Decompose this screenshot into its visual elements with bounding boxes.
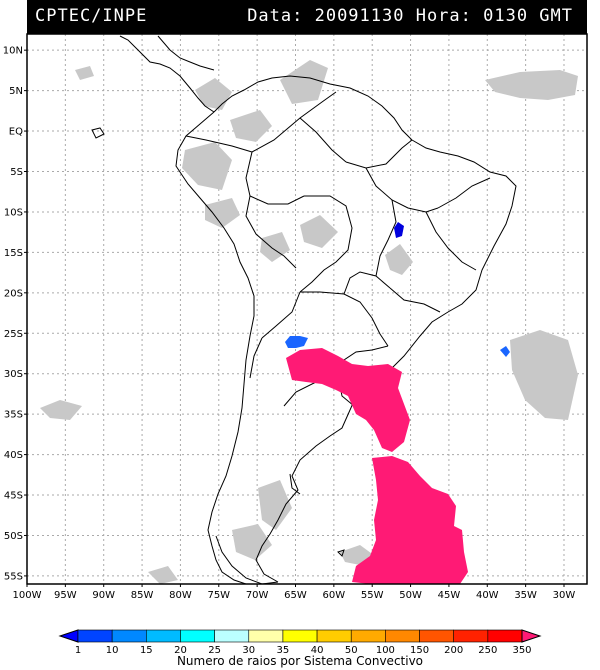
lat-label: 10N — [3, 46, 23, 57]
coastline-borders — [91, 35, 517, 585]
colorbar-cell — [385, 629, 420, 643]
lat-label: 35S — [4, 410, 23, 421]
map-grid — [26, 34, 587, 584]
colorbar-min-arrow — [58, 629, 79, 643]
colorbar-max-arrow — [521, 629, 542, 643]
lat-label: 25S — [4, 329, 23, 340]
colorbar-label: 35 — [277, 645, 290, 654]
colorbar-label: 100 — [376, 645, 395, 654]
lat-label: 50S — [4, 531, 23, 542]
lon-label: 90W — [92, 590, 115, 601]
title-bar: CPTEC/INPE Data: 20091130 Hora: 0130 GMT — [27, 0, 587, 34]
lat-label: 15S — [4, 248, 23, 259]
lon-label: 35W — [514, 590, 537, 601]
colorbar-label: 1 — [75, 645, 81, 654]
colorbar-cell — [214, 629, 250, 643]
axis-labels: 10N 5N EQ 5S 10S 15S 20S 25S 30S 35S 40S 45S 50S 55S 1… — [3, 46, 576, 601]
lon-label: 40W — [476, 590, 499, 601]
lat-label: 40S — [4, 450, 23, 461]
colorbar-label: 200 — [444, 645, 463, 654]
colorbar-cell — [419, 629, 454, 643]
lon-label: 70W — [246, 590, 269, 601]
lat-label: 5N — [9, 86, 23, 97]
colorbar-cell — [453, 629, 489, 643]
convective-system-south — [286, 348, 410, 452]
lon-label: 85W — [131, 590, 154, 601]
lon-label: 75W — [207, 590, 230, 601]
lon-label: 30W — [553, 590, 576, 601]
colorbar: 1 10 15 20 25 30 35 40 50 100 150 200 250 350 — [58, 629, 542, 654]
colorbar-cell — [180, 629, 215, 643]
colorbar-cell — [248, 629, 284, 643]
lat-label: 20S — [4, 288, 23, 299]
convective-system-brazil — [394, 222, 404, 238]
lightning-map: 10N 5N EQ 5S 10S 15S 20S 25S 30S 35S 40S 45S 50S 55S 1… — [3, 33, 588, 601]
convective-system-patagonia — [352, 456, 468, 584]
colorbar-label: 40 — [311, 645, 324, 654]
colorbar-cell — [487, 629, 523, 643]
colorbar-label: 30 — [242, 645, 255, 654]
colorbar-cell — [282, 629, 318, 643]
lat-label: 45S — [4, 491, 23, 502]
colorbar-cell — [316, 629, 352, 643]
lat-label: 30S — [4, 369, 23, 380]
lon-label: 65W — [284, 590, 307, 601]
colorbar-label: 350 — [512, 645, 531, 654]
colorbar-label: 10 — [106, 645, 119, 654]
colorbar-label: 15 — [140, 645, 153, 654]
source-label: CPTEC/INPE — [35, 6, 148, 26]
lat-label: EQ — [9, 127, 23, 138]
lon-label: 80W — [169, 590, 192, 601]
lon-label: 60W — [323, 590, 346, 601]
colorbar-label: 50 — [345, 645, 358, 654]
colorbar-label: 250 — [478, 645, 497, 654]
map-frame — [26, 33, 588, 585]
lon-label: 100W — [13, 590, 42, 601]
lat-label: 10S — [4, 207, 23, 218]
convective-system-paraguay — [285, 336, 308, 348]
colorbar-cell — [146, 629, 181, 643]
colorbar-cell — [77, 629, 113, 643]
lightning-systems — [285, 222, 510, 584]
colorbar-title: Numero de raios por Sistema Convectivo — [176, 654, 424, 668]
colorbar-label: 20 — [174, 645, 187, 654]
convective-system-ocean — [500, 346, 510, 357]
colorbar-label: 150 — [410, 645, 429, 654]
lat-label: 5S — [10, 167, 23, 178]
cloud-cover — [40, 60, 578, 584]
colorbar-cell — [111, 629, 147, 643]
lon-label: 55W — [361, 590, 384, 601]
lat-label: 55S — [4, 571, 23, 582]
colorbar-cell — [350, 629, 386, 643]
colorbar-label: 25 — [208, 645, 221, 654]
lon-label: 50W — [399, 590, 422, 601]
datetime-label: Data: 20091130 Hora: 0130 GMT — [247, 6, 573, 26]
lon-label: 95W — [54, 590, 77, 601]
lon-label: 45W — [438, 590, 461, 601]
